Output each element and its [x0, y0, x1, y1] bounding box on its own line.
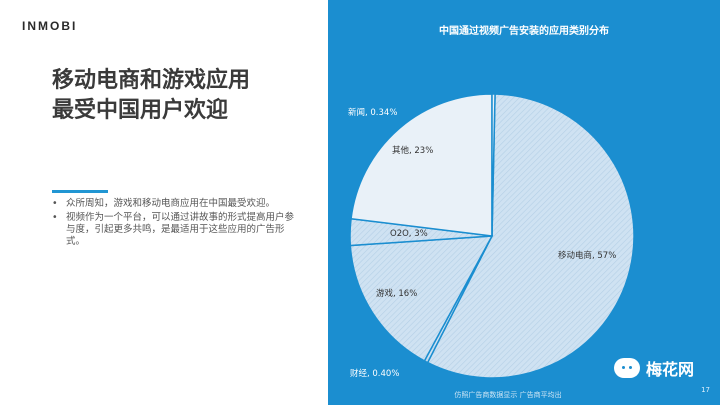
slice-label-o2o: O2O, 3%: [390, 229, 428, 239]
slice-label-finance: 财经, 0.40%: [350, 368, 399, 379]
bullet-text: 众所周知，游戏和移动电商应用在中国最受欢迎。: [66, 198, 276, 209]
title-line-1: 移动电商和游戏应用: [52, 68, 251, 93]
chart-panel: 中国通过视频广告安装的应用类别分布 移动电商, 57% 财经, 0.40% 游戏, …: [328, 0, 720, 405]
page-number: 17: [701, 386, 710, 394]
slide-title: 移动电商和游戏应用 最受中国用户欢迎: [52, 66, 322, 126]
bullet-dot: •: [52, 212, 58, 223]
watermark-text: 梅花网: [646, 360, 695, 379]
watermark: 梅花网: [614, 356, 694, 380]
bullet-item: • 众所周知，游戏和移动电商应用在中国最受欢迎。: [52, 198, 297, 210]
slice-label-news: 新闻, 0.34%: [348, 107, 397, 118]
bullet-item: • 视频作为一个平台，可以通过讲故事的形式提高用户参与度，引起更多共鸣，是最适用于…: [52, 212, 297, 248]
pie-slice-other: [350, 93, 493, 237]
pie-slice-games: [349, 235, 494, 362]
pie-chart: 移动电商, 57% 财经, 0.40% 游戏, 16% O2O, 3% 其他, 23% 新…: [348, 93, 635, 379]
slice-label-games: 游戏, 16%: [376, 288, 417, 299]
content-panel: INMOBI 移动电商和游戏应用 最受中国用户欢迎 • 众所周知，游戏和移动电商应…: [0, 0, 328, 405]
title-line-2: 最受中国用户欢迎: [52, 98, 229, 123]
accent-line: [52, 190, 108, 193]
pie-slice-news: [491, 93, 496, 237]
wechat-icon: [614, 358, 640, 378]
slice-label-other: 其他, 23%: [392, 145, 433, 156]
source-note: 仿照广告商数据显示 广告商平均出: [454, 391, 562, 399]
brand-logo: INMOBI: [22, 19, 78, 33]
bullet-dot: •: [52, 198, 58, 209]
bullet-text: 视频作为一个平台，可以通过讲故事的形式提高用户参与度，引起更多共鸣，是最适用于这…: [66, 212, 295, 247]
chart-title: 中国通过视频广告安装的应用类别分布: [439, 26, 609, 37]
pie-slice-mobile-commerce: [426, 93, 635, 379]
bullet-list: • 众所周知，游戏和移动电商应用在中国最受欢迎。 • 视频作为一个平台，可以通过讲故…: [52, 198, 297, 250]
slice-label-mobile-commerce: 移动电商, 57%: [558, 250, 616, 261]
